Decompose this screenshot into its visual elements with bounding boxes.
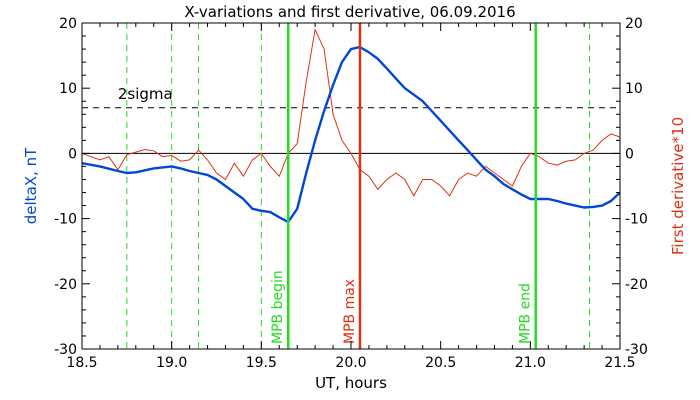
series-line-deltax [81,45,621,224]
x-tick-label: 20.5 [425,355,456,371]
y-tick-label-left: -20 [54,277,77,293]
x-tick-label: 21.5 [604,355,635,371]
y-tick-label-left: 10 [59,81,77,97]
y-tick-label-right: -10 [625,212,648,228]
marker-label: MPB max [342,279,358,344]
y-tick-label-right: 10 [625,81,643,97]
marker-label: MPB begin [270,270,286,344]
left-axis-title: deltaX, nT [22,147,40,224]
y-tick-label-left: 20 [59,16,77,32]
x-tick-label: 21.0 [515,355,546,371]
chart-title: X-variations and first derivative, 06.09… [184,3,515,21]
x-tick-label: 18.5 [66,355,97,371]
x-tick-label: 19.5 [246,355,277,371]
sigma-label: 2sigma [118,85,173,103]
right-axis-title: First derivative*10 [669,117,687,255]
marker-label: MPB end [518,283,534,344]
series-line-derivative [81,27,621,197]
x-axis-title: UT, hours [315,374,387,392]
y-tick-label-left: -10 [54,212,77,228]
y-tick-label-right: -30 [625,342,648,358]
x-tick-label: 20.0 [335,355,366,371]
y-tick-label-right: 0 [625,146,634,162]
y-tick-label-right: 20 [625,16,643,32]
y-tick-label-left: -30 [54,342,77,358]
y-tick-label-right: -20 [625,277,648,293]
y-tick-label-left: 0 [68,146,77,162]
plot-area: 2sigma MPB begin MPB max MPB end 18.5 19.0 19.… [54,16,648,371]
x-tick-label: 19.0 [156,355,187,371]
